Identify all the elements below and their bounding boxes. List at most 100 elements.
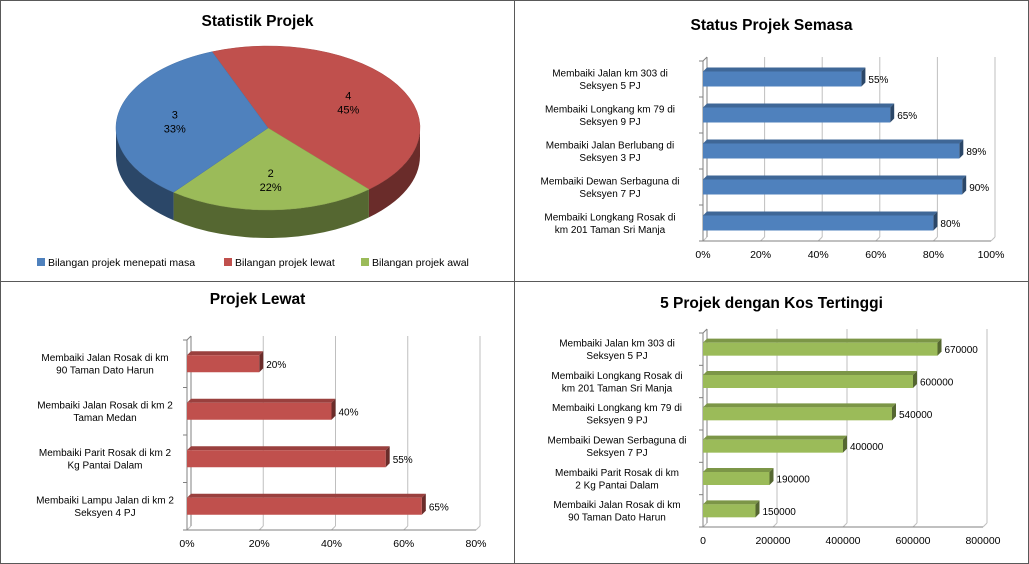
- legend-label: Bilangan projek lewat: [235, 257, 335, 269]
- bar: [703, 342, 938, 356]
- floor-gridline: [817, 236, 823, 242]
- category-label: Seksyen 4 PJ: [74, 508, 135, 519]
- bar-top: [703, 175, 967, 180]
- pie-value-label: 2: [268, 168, 274, 180]
- category-label: Membaiki Longkang km 79 di: [552, 403, 682, 414]
- bar: [703, 215, 934, 231]
- legend-swatch: [224, 258, 232, 266]
- category-label: Kg Pantai Dalam: [67, 461, 142, 472]
- category-label: km 201 Taman Sri Manja: [562, 383, 673, 394]
- category-label: Seksyen 7 PJ: [586, 448, 647, 459]
- bar: [187, 402, 332, 420]
- pie-percent-label: 33%: [164, 124, 186, 136]
- pie-value-label: 4: [345, 90, 351, 102]
- x-tick-label: 60%: [865, 249, 886, 261]
- bar-end: [385, 446, 390, 468]
- x-tick-label: 60%: [393, 538, 414, 550]
- bar-end: [421, 493, 426, 515]
- bar-top: [703, 435, 847, 440]
- bar: [703, 407, 892, 421]
- pie-percent-label: 22%: [260, 182, 282, 194]
- category-label: Membaiki Longkang Rosak di: [551, 371, 682, 382]
- bar-top: [187, 398, 336, 403]
- legend-swatch: [361, 258, 369, 266]
- category-label: 2 Kg Pantai Dalam: [575, 480, 658, 491]
- bar-chart-panel-cost: 5 Projek dengan Kos Tertinggi 0 200000 400…: [514, 281, 1029, 564]
- x-tick-label: 0: [700, 535, 706, 547]
- bar-chart-panel-status: Status Projek Semasa 0% 20% 40% 60% 80% 100% 5…: [514, 0, 1029, 282]
- pie-slice: [115, 51, 269, 193]
- data-label: 670000: [945, 345, 979, 356]
- chart-title: Projek Lewat: [209, 291, 306, 308]
- pie-side: [368, 128, 420, 218]
- pie-value-label: 3: [172, 110, 178, 122]
- x-tick-label: 100%: [978, 249, 1005, 261]
- data-label: 65%: [429, 502, 449, 513]
- category-label: Membaiki Jalan Rosak di km 2: [37, 401, 173, 412]
- floor-gridline: [403, 525, 409, 531]
- x-tick-label: 200000: [755, 535, 790, 547]
- bar: [703, 504, 756, 518]
- bar-end: [962, 175, 967, 195]
- bar: [703, 179, 963, 195]
- bar-end: [259, 351, 264, 373]
- floor-gridline: [990, 236, 996, 242]
- bar-end: [769, 468, 774, 485]
- legend-swatch: [37, 258, 45, 266]
- bar-chart-status: 0% 20% 40% 60% 80% 100% 55% Membaiki Jalan km 3…: [541, 56, 1005, 261]
- category-label: Membaiki Jalan Rosak di km: [553, 500, 680, 511]
- bar-end: [913, 371, 917, 388]
- bar-top: [703, 67, 866, 72]
- category-label: Membaiki Lampu Jalan di km 2: [36, 496, 174, 507]
- bar-end: [892, 403, 896, 421]
- axis-edge: [186, 335, 192, 341]
- x-tick-label: 400000: [825, 535, 860, 547]
- bar-end: [843, 435, 847, 453]
- x-tick-label: 800000: [965, 535, 1000, 547]
- data-label: 150000: [763, 507, 797, 518]
- category-label: Membaiki Longkang Rosak di: [544, 212, 675, 223]
- bar-end: [890, 103, 895, 123]
- bar-chart-panel-late: Projek Lewat 0% 20% 40% 60% 80% 20% Membaiki J…: [0, 281, 515, 564]
- data-label: 80%: [940, 219, 960, 230]
- data-label: 65%: [897, 111, 917, 122]
- category-label: Membaiki Jalan km 303 di: [552, 68, 668, 79]
- bar: [703, 472, 770, 485]
- data-label: 400000: [850, 442, 884, 453]
- data-label: 600000: [920, 378, 954, 389]
- floor-gridline: [772, 522, 778, 528]
- bar: [703, 439, 843, 453]
- bar: [703, 107, 891, 123]
- bar: [703, 375, 913, 388]
- category-label: 90 Taman Dato Harun: [568, 513, 666, 524]
- data-label: 540000: [899, 410, 933, 421]
- floor-gridline: [875, 236, 881, 242]
- x-tick-label: 0%: [179, 538, 194, 550]
- bar-chart-late: 0% 20% 40% 60% 80% 20% Membaiki Jalan Rosak di…: [36, 335, 487, 550]
- floor-gridline: [933, 236, 938, 242]
- legend-label: Bilangan projek menepati masa: [48, 257, 195, 269]
- bar-end: [937, 338, 942, 356]
- bar-end: [861, 67, 866, 87]
- floor-gridline: [702, 236, 708, 242]
- chart-title: Statistik Projek: [201, 13, 314, 30]
- floor-gridline: [702, 522, 708, 528]
- category-label: 90 Taman Dato Harun: [56, 366, 154, 377]
- bar-end: [959, 139, 964, 159]
- bar-top: [703, 371, 917, 375]
- floor-gridline: [331, 525, 336, 531]
- category-label: Membaiki Parit Rosak di km: [555, 468, 679, 479]
- category-label: Membaiki Jalan km 303 di: [559, 338, 675, 349]
- bar-chart-cost: 0 200000 400000 600000 800000 670000 Membaiki …: [548, 328, 1001, 547]
- x-tick-label: 20%: [249, 538, 270, 550]
- bar: [187, 355, 260, 373]
- legend-label: Bilangan projek awal: [372, 257, 469, 269]
- bar-end: [755, 500, 760, 518]
- data-label: 90%: [969, 183, 989, 194]
- data-label: 40%: [339, 407, 359, 418]
- x-tick-label: 20%: [750, 249, 771, 261]
- bar-top: [703, 139, 964, 144]
- bar-top: [703, 468, 774, 472]
- category-label: Membaiki Jalan Rosak di km: [41, 353, 168, 364]
- axis-edge: [702, 328, 708, 334]
